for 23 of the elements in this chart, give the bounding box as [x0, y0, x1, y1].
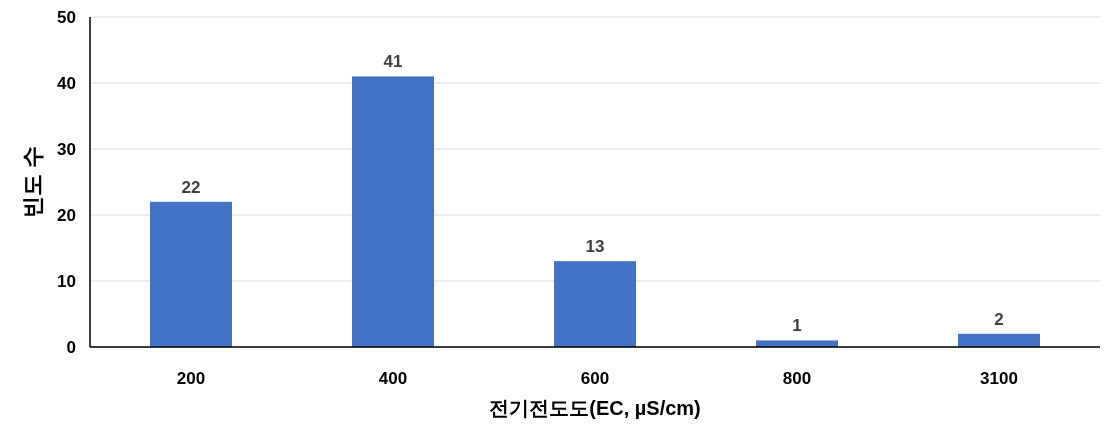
- bar: [756, 340, 838, 347]
- data-label: 13: [585, 237, 605, 257]
- data-label: 22: [181, 177, 201, 197]
- data-label: 2: [994, 309, 1004, 329]
- data-label: 41: [383, 52, 403, 72]
- y-tick-label: 0: [66, 338, 76, 357]
- y-tick-label: 20: [57, 206, 76, 225]
- y-tick-label: 30: [57, 140, 76, 159]
- y-tick-label: 40: [57, 74, 76, 93]
- bar: [554, 261, 636, 347]
- data-label: 1: [792, 316, 802, 336]
- bar: [958, 333, 1040, 347]
- y-tick-label: 10: [57, 272, 76, 291]
- bar: [352, 76, 434, 347]
- x-tick-label: 600: [580, 369, 610, 388]
- x-axis-title: 전기전도도(EC, µS/cm): [489, 397, 701, 419]
- x-tick-label: 200: [176, 369, 206, 388]
- y-tick-label: 50: [57, 8, 76, 27]
- x-tick-label: 400: [378, 369, 408, 388]
- y-axis-title: 빈도 수: [20, 145, 45, 219]
- bar: [150, 201, 232, 347]
- x-tick-label: 800: [782, 369, 812, 388]
- x-tick-label: 3100: [980, 369, 1018, 388]
